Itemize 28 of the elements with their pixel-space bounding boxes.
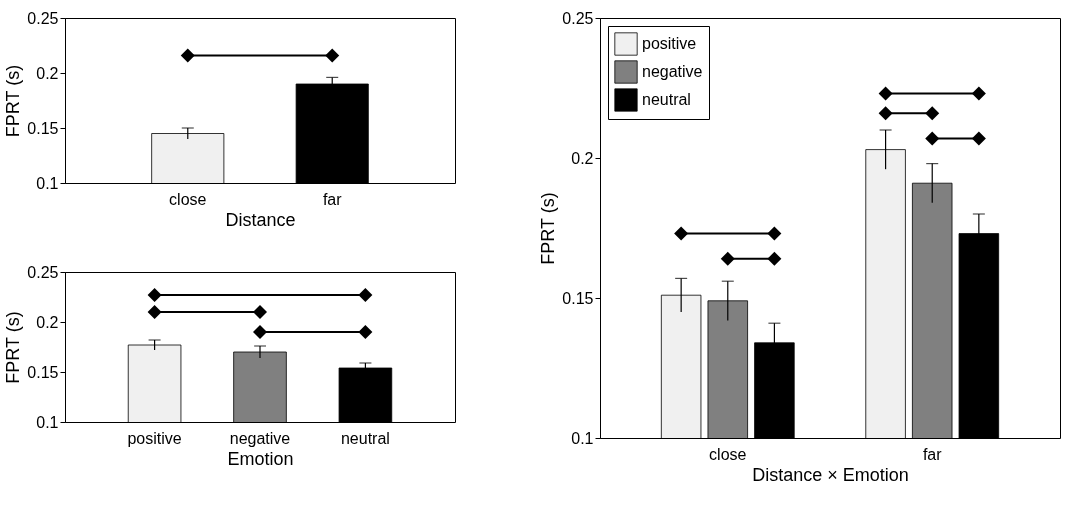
y-tick-label: 0.2 bbox=[571, 149, 594, 167]
x-tick-label: close bbox=[709, 445, 747, 463]
y-axis-title: FPRT (s) bbox=[3, 311, 24, 384]
y-tick-label: 0.25 bbox=[27, 263, 59, 281]
x-tick-label: close bbox=[169, 190, 207, 208]
y-tick-label: 0.1 bbox=[36, 174, 59, 192]
y-tick-label: 0.15 bbox=[27, 363, 59, 381]
y-axis-title: FPRT (s) bbox=[538, 192, 559, 265]
y-tick-label: 0.2 bbox=[36, 313, 59, 331]
y-tick-label: 0.1 bbox=[571, 429, 594, 447]
y-tick-label: 0.25 bbox=[27, 9, 59, 27]
y-axis-title: FPRT (s) bbox=[3, 64, 24, 138]
legend-label: negative bbox=[642, 63, 703, 80]
y-tick-label: 0.1 bbox=[36, 413, 59, 431]
y-tick-label: 0.15 bbox=[27, 119, 59, 137]
legend-label: positive bbox=[642, 35, 697, 52]
x-tick-label: neutral bbox=[340, 429, 390, 447]
x-axis-title: Distance bbox=[225, 209, 296, 230]
x-tick-label: negative bbox=[229, 429, 291, 447]
x-tick-label: far bbox=[922, 445, 943, 463]
y-tick-label: 0.25 bbox=[562, 9, 594, 27]
x-axis-title: Distance × Emotion bbox=[752, 464, 909, 485]
x-axis-title: Emotion bbox=[227, 448, 294, 469]
x-tick-label: far bbox=[322, 190, 343, 208]
legend-label: neutral bbox=[642, 91, 691, 108]
y-tick-label: 0.2 bbox=[36, 64, 59, 82]
y-tick-label: 0.15 bbox=[562, 289, 594, 307]
x-tick-label: positive bbox=[127, 429, 182, 447]
